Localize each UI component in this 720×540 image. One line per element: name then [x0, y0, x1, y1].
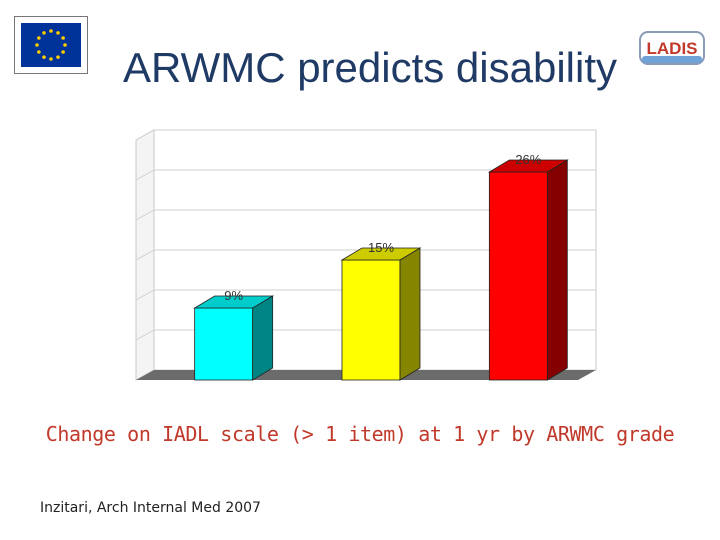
citation: Inzitari, Arch Internal Med 2007	[40, 500, 261, 516]
logo-text: LADIS	[647, 39, 698, 58]
flag-star	[37, 36, 41, 40]
page-title: ARWMC predicts disability	[122, 44, 617, 91]
bar-data-label: 26%	[515, 152, 541, 167]
flag-star	[42, 55, 46, 59]
flag-star	[63, 43, 67, 47]
flag-star	[61, 36, 65, 40]
gridline	[135, 329, 596, 341]
bar-front	[488, 171, 548, 381]
bar-front	[341, 259, 401, 381]
bar-chart: 9% 15% 26%	[135, 129, 597, 381]
bar-side	[399, 247, 421, 381]
chart-caption: Change on IADL scale (> 1 item) at 1 yr …	[45, 422, 675, 446]
eu-flag-logo	[14, 16, 88, 74]
flag-star	[56, 55, 60, 59]
flag-star	[49, 57, 53, 61]
gridline	[135, 209, 596, 221]
bar-top	[193, 295, 275, 309]
gridline	[135, 129, 596, 141]
gridline	[135, 169, 596, 181]
bar-top	[487, 159, 569, 173]
eu-flag-icon	[21, 23, 81, 67]
bar-top	[340, 247, 422, 261]
flag-star	[49, 29, 53, 33]
ladis-logo: LADIS	[639, 31, 705, 65]
gridline	[135, 249, 596, 261]
flag-star	[35, 43, 39, 47]
bar-data-label: 15%	[368, 240, 394, 255]
bar-side	[546, 159, 568, 381]
bar-data-label: 9%	[224, 288, 243, 303]
gridline	[135, 289, 596, 301]
flag-star	[61, 50, 65, 54]
bar-side	[252, 295, 274, 381]
flag-star	[37, 50, 41, 54]
flag-star	[56, 31, 60, 35]
bar-front	[194, 307, 254, 381]
flag-star	[42, 31, 46, 35]
